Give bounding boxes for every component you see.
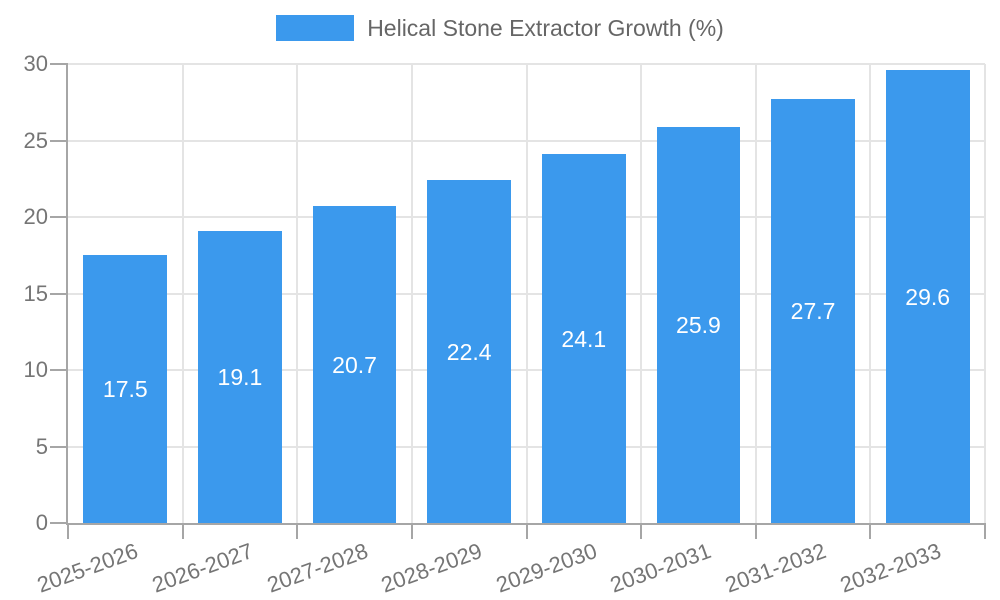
y-axis-tick-label: 25 <box>23 127 48 153</box>
bar[interactable] <box>198 230 282 523</box>
x-gridline <box>869 64 872 523</box>
y-axis-tick-label: 0 <box>35 510 48 535</box>
y-axis-tick <box>50 445 68 448</box>
x-axis-tick <box>640 523 643 539</box>
y-axis-tick <box>50 63 68 65</box>
legend-swatch <box>276 15 355 41</box>
y-axis-tick-label: 30 <box>23 51 48 76</box>
y-axis-tick <box>50 292 68 295</box>
x-axis-tick <box>754 523 757 539</box>
y-axis-tick-label: 20 <box>23 204 48 229</box>
x-axis-tick <box>525 523 528 539</box>
y-axis-tick <box>50 369 68 371</box>
x-axis-tick <box>869 523 872 539</box>
y-axis-tick <box>50 522 68 524</box>
x-gridline <box>181 64 184 523</box>
bar[interactable] <box>656 126 741 523</box>
x-axis-tick <box>410 523 413 539</box>
x-axis-tick <box>296 523 299 539</box>
x-gridline <box>984 64 986 523</box>
bar[interactable] <box>83 255 168 523</box>
x-gridline <box>525 64 528 523</box>
x-gridline <box>410 64 413 523</box>
bar[interactable] <box>541 154 626 523</box>
y-axis-tick-label: 5 <box>35 433 48 459</box>
x-axis-tick <box>984 523 986 539</box>
bar[interactable] <box>771 99 855 523</box>
bar[interactable] <box>427 180 512 523</box>
x-gridline <box>296 64 299 523</box>
x-gridline <box>754 64 757 523</box>
bar[interactable] <box>885 70 970 523</box>
y-axis-tick-label: 15 <box>23 280 48 306</box>
chart-legend-item[interactable]: Helical Stone Extractor Growth (%) <box>0 13 1000 43</box>
legend-label: Helical Stone Extractor Growth (%) <box>367 14 724 41</box>
bar[interactable] <box>312 206 397 523</box>
plot-area: 0 5 10 15 20 25 30 17.5 19.1 20.7 22.4 24.1 25.9 27.7… <box>24 51 986 598</box>
x-axis-tick <box>181 523 184 539</box>
y-axis-tick-label: 10 <box>23 357 48 382</box>
x-axis-tick <box>67 523 69 539</box>
x-gridline <box>640 64 643 523</box>
y-axis-tick <box>50 139 68 142</box>
y-axis-tick <box>50 216 68 218</box>
